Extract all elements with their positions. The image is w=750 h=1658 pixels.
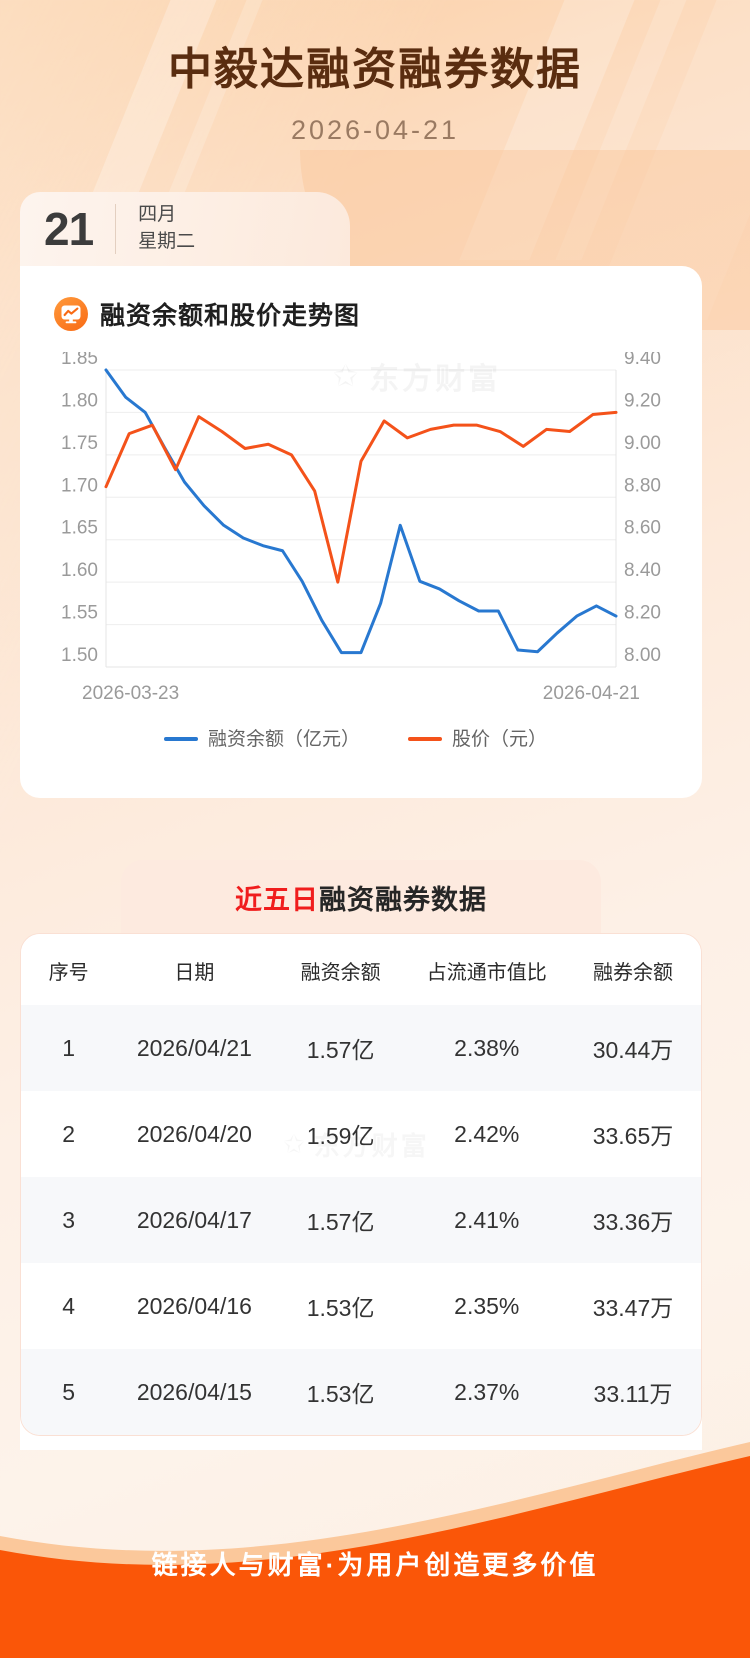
table-banner: 近五日融资融券数据 [121, 860, 601, 933]
table-row: 5 2026/04/15 1.53亿 2.37% 33.11万 [21, 1349, 701, 1435]
y-axis-right-tick: 8.80 [624, 475, 661, 496]
cell-short-balance: 33.11万 [593, 1381, 673, 1407]
y-axis-left-tick: 1.85 [61, 352, 98, 369]
table-banner-title: 近五日融资融券数据 [121, 878, 601, 917]
cell-date: 2026/04/15 [136, 1378, 252, 1405]
cell-index: 2 [62, 1120, 75, 1147]
trend-monitor-icon [54, 297, 88, 331]
page-title: 中毅达融资融券数据 [168, 44, 582, 95]
cell-date: 2026/04/17 [136, 1206, 252, 1233]
data-table-card: ✩ 东方财富 序号 日期 融资余额 占流通市值比 融券余额 12026/04/2… [20, 933, 702, 1436]
cell-date: 2026/04/21 [136, 1034, 252, 1061]
y-axis-right-tick: 8.40 [624, 560, 661, 581]
table-row: 2 2026/04/20 1.59亿 2.42% 33.65万 [21, 1091, 701, 1177]
cell-pct-of-float: 2.37% [454, 1378, 520, 1405]
cell-margin-balance: 1.57亿 [306, 1209, 375, 1235]
y-axis-left-tick: 1.65 [61, 518, 98, 539]
cell-margin-balance: 1.53亿 [306, 1381, 375, 1407]
cell-short-balance: 33.36万 [592, 1209, 674, 1235]
y-axis-left-tick: 1.75 [61, 433, 98, 454]
date-day: 21 [44, 203, 94, 255]
col-header-date: 日期 [116, 934, 273, 1005]
date-month: 四月 [138, 204, 177, 226]
y-axis-right-tick: 9.40 [624, 352, 661, 369]
cell-index: 5 [62, 1378, 75, 1405]
cell-index: 4 [62, 1292, 75, 1319]
cell-short-balance: 30.44万 [592, 1037, 674, 1063]
legend-label: 融资余额（亿元） [208, 728, 360, 750]
cell-pct-of-float: 2.42% [454, 1120, 520, 1147]
table-row: 3 2026/04/17 1.57亿 2.41% 33.36万 [21, 1177, 701, 1263]
cell-short-balance: 33.47万 [592, 1295, 674, 1321]
chart-panel: 融资余额和股价走势图 ✩ 东方财富 1.859.401.809.201.759.… [20, 266, 702, 798]
table-header-row: 序号 日期 融资余额 占流通市值比 融券余额 [21, 934, 701, 1005]
chart-section-title: 融资余额和股价走势图 [38, 292, 684, 332]
date-weekday: 星期二 [138, 231, 196, 252]
y-axis-right-tick: 9.00 [624, 433, 661, 454]
page-footer: 链接人与财富·为用户创造更多价值 [0, 1418, 750, 1658]
page-date: 2026-04-21 [290, 114, 460, 145]
cell-margin-balance: 1.59亿 [306, 1123, 375, 1149]
cell-pct-of-float: 2.38% [454, 1034, 520, 1061]
stock-price-line [104, 410, 618, 584]
y-axis-left-tick: 1.50 [61, 645, 98, 666]
y-axis-left-tick: 1.70 [61, 475, 98, 496]
margin-trading-table: 序号 日期 融资余额 占流通市值比 融券余额 1 2026/04/21 1.57亿 2… [21, 934, 701, 1435]
y-axis-right-tick: 8.20 [624, 603, 661, 624]
cell-index: 3 [62, 1206, 75, 1233]
chart-card: 21 四月 星期二 融资余额和股价走势图 ✩ 东方财富 1.85 [20, 192, 702, 798]
chart-area: ✩ 东方财富 1.859.401.809.201.759.001.708.801… [38, 352, 684, 772]
cell-margin-balance: 1.57亿 [306, 1037, 375, 1063]
footer-wave [0, 1442, 750, 1658]
col-header-short: 融券余额 [564, 934, 701, 1005]
table-section: 近五日融资融券数据 ✩ 东方财富 序号 日期 融资余额 占流通市值比 融券余额 … [20, 860, 702, 1436]
col-header-pct: 占流通市值比 [408, 934, 565, 1005]
page-header: 中毅达融资融券数据 2026-04-21 [0, 0, 750, 146]
cell-short-balance: 33.65万 [592, 1123, 674, 1149]
cell-pct-of-float: 2.35% [454, 1292, 520, 1319]
margin-balance-line [104, 368, 618, 655]
cell-index: 1 [62, 1034, 75, 1061]
trend-line-chart: 1.85 9.40 1.80 9.20 1.75 9.00 1.70 8.80 1.65 8.60… [61, 352, 661, 750]
date-divider [115, 204, 117, 254]
x-axis-end-label: 2026-04-21 [543, 683, 640, 704]
cell-pct-of-float: 2.41% [454, 1206, 520, 1233]
y-axis-right-tick: 8.00 [624, 645, 661, 666]
table-banner-highlight: 近五日 [235, 885, 319, 915]
legend-label: 股价（元） [452, 728, 547, 750]
table-banner-rest: 融资融券数据 [319, 885, 487, 915]
col-header-margin: 融资余额 [272, 934, 409, 1005]
date-tab: 21 四月 星期二 [20, 192, 350, 266]
y-axis-left-tick: 1.60 [61, 560, 98, 581]
col-header-index: 序号 [21, 934, 117, 1005]
y-axis-left-tick: 1.55 [61, 603, 98, 624]
x-axis-start-label: 2026-03-23 [82, 683, 179, 704]
cell-date: 2026/04/16 [136, 1292, 252, 1319]
cell-margin-balance: 1.53亿 [306, 1295, 375, 1321]
y-axis-right-tick: 8.60 [624, 518, 661, 539]
table-row: 4 2026/04/16 1.53亿 2.35% 33.47万 [21, 1263, 701, 1349]
footer-slogan: 链接人与财富·为用户创造更多价值 [151, 1550, 599, 1580]
table-row: 1 2026/04/21 1.57亿 2.38% 30.44万 [21, 1005, 701, 1091]
y-axis-left-tick: 1.80 [61, 390, 98, 411]
y-axis-right-tick: 9.20 [624, 390, 661, 411]
cell-date: 2026/04/20 [136, 1120, 252, 1147]
chart-title: 融资余额和股价走势图 [100, 302, 361, 330]
